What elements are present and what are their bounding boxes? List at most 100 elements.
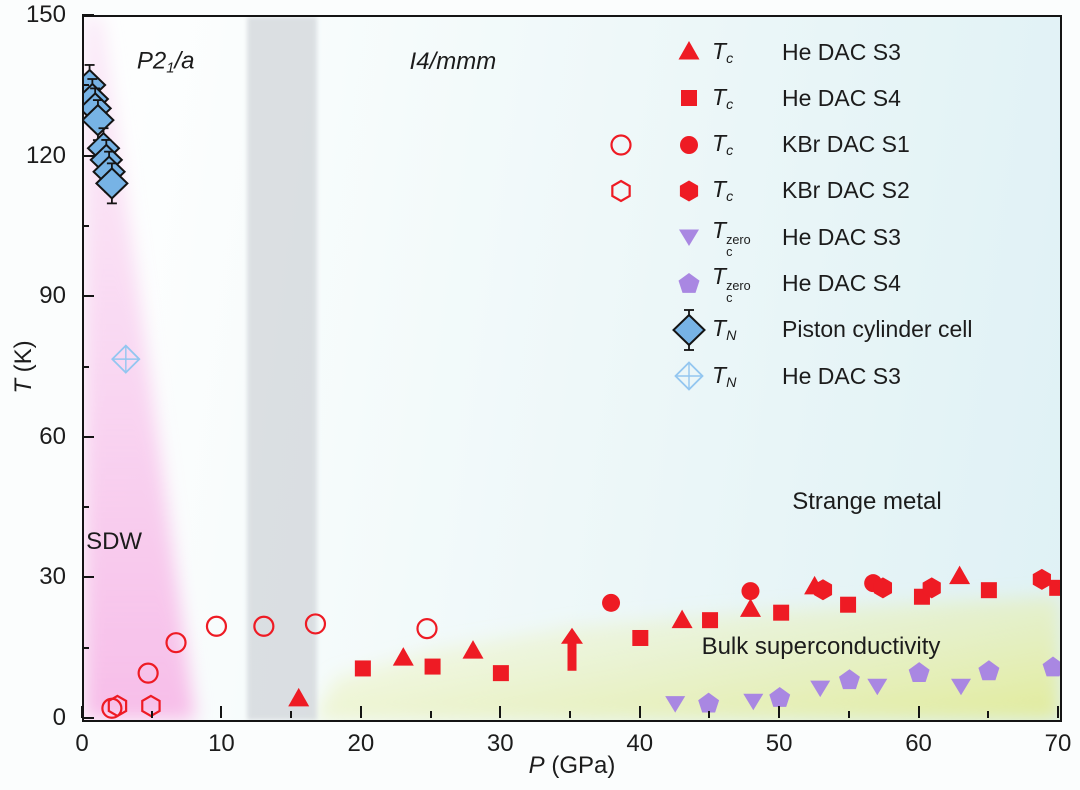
data-point [743,693,764,711]
y-axis-tick-label: 60 [39,422,66,450]
legend-marker-icon [674,361,704,391]
data-point [980,582,997,599]
legend-marker-icon [611,179,699,203]
legend-marker-square [681,90,697,107]
legend-symbol-label: TN [712,361,737,391]
data-point [741,582,760,601]
x-axis-minor-tick [290,711,293,718]
data-point [304,613,327,635]
data-point [873,577,893,599]
plot-canvas [84,17,1060,720]
phase-label-strange-metal: Strange metal [792,488,942,516]
legend-label: Piston cylinder cell [782,316,973,343]
data-point [922,577,941,599]
y-axis-tick-label: 30 [39,563,66,591]
legend-label: He DAC S4 [782,84,901,111]
y-axis-tick-label: 120 [25,141,66,169]
y-axis-tick [82,717,94,719]
legend-row: Tc He DAC S3 [600,29,901,75]
y-axis-tick [82,14,94,16]
series-tc-kbr-dac-s2 [813,568,1051,601]
series-tn-piston-cylinder-cell [84,64,129,205]
legend-label: KBr DAC S2 [782,177,910,204]
legend-row: TN Piston cylinder cell [600,307,972,353]
data-point [165,632,187,654]
legend-marker-triangle-down [679,229,699,247]
data-point [1042,656,1060,677]
y-axis-minor-tick [82,506,89,509]
data-point [1032,568,1051,590]
y-axis-tick [82,435,94,438]
data-point [978,660,1000,681]
x-axis-tick [499,706,502,718]
legend-open-marker-circle-open [610,133,632,156]
x-axis-minor-tick [429,711,432,718]
legend-marker-icon [678,41,700,60]
legend-row: TN He DAC S3 [600,353,901,399]
data-point [769,687,791,707]
legend-marker-icon [672,308,706,351]
data-point [253,615,275,637]
y-axis-minor-tick [82,365,89,368]
x-axis-title: P (GPa) [528,752,616,779]
x-axis-tick-label: 70 [1044,730,1072,757]
x-axis-tick [220,706,223,718]
series-tc-he-dac-s3-arrow- [561,627,583,671]
phase-label-p21a: P21/a [136,47,195,77]
legend-label: He DAC S4 [782,270,901,296]
legend-marker-pentagon [678,272,700,293]
x-axis-tick [917,706,920,718]
data-point [840,596,857,613]
legend-symbol-label: Tc [712,130,734,160]
legend-marker-icon [678,272,700,293]
data-point [107,694,128,718]
x-axis-tick-label: 50 [765,730,793,757]
data-point [137,662,159,684]
series-tc-he-dac-s4 [354,579,1060,682]
y-axis-title: T (K) [10,340,37,394]
series-tn-he-dac-s3 [111,344,141,374]
data-point [671,609,693,629]
phase-label-sdw: SDW [86,528,143,556]
series-tc-he-dac-s3 [288,565,971,707]
data-point [698,692,720,713]
x-axis-minor-tick [569,711,571,718]
data-point [392,647,414,666]
legend-label: KBr DAC S1 [782,131,910,158]
legend-label: He DAC S3 [782,38,901,65]
phase-label-bulk-superconductivity: Bulk superconductivity [701,632,941,660]
x-axis-tick [359,706,362,718]
legend-row: Tc KBr DAC S1 [600,122,910,168]
y-axis-minor-tick [82,224,89,227]
legend-marker-hexagon [679,180,699,202]
legend-label: He DAC S3 [782,223,901,250]
data-point [561,627,583,671]
x-axis-tick [81,706,83,718]
y-axis-tick-label: 90 [39,282,66,310]
legend-marker-icon [681,90,697,107]
data-point [773,604,790,621]
data-point [1049,579,1060,596]
x-axis-tick [1057,706,1059,718]
legend-symbol-label: TN [712,315,737,345]
data-point [602,593,621,612]
region-structural-transition-band [247,17,317,720]
data-point [632,629,649,646]
data-point [462,640,484,659]
legend-symbol-label: Tc [712,83,734,113]
legend-row: Tc KBr DAC S2 [600,168,910,214]
x-axis-minor-tick [847,711,850,718]
x-axis-tick-label: 0 [75,730,89,757]
data-point [205,615,228,637]
data-point [94,162,129,205]
data-point [810,680,831,698]
series-tc-zero-he-dac-s3 [665,678,971,713]
legend-open-marker-hexagon-open [611,179,631,203]
x-axis-tick-label: 10 [208,730,235,757]
y-axis-tick-label: 0 [52,704,66,731]
series-tc-zero-he-dac-s4 [698,656,1060,713]
